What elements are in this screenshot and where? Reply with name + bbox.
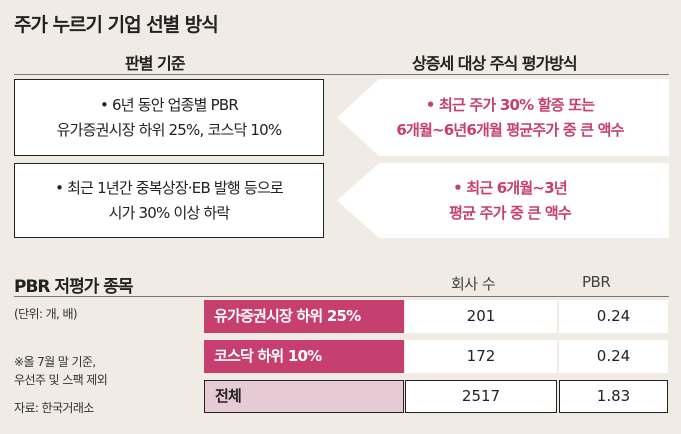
criteria-box-2: • 최근 1년간 중복상장·EB 발행 등으로 시가 30% 이상 하락: [14, 163, 324, 238]
valuation-arrow-2: • 최근 6개월~3년 평균 주가 중 큰 액수: [337, 163, 669, 238]
table-rule: [14, 296, 669, 297]
criteria-line: 유가증권시장 하위 25%, 코스닥 10%: [56, 120, 283, 139]
note-line: 우선주 및 스팩 제외: [14, 373, 108, 387]
row-label: 코스닥 하위 10%: [204, 340, 404, 373]
valuation-line: • 최근 6개월~3년: [453, 178, 567, 197]
criteria-line: 시가 30% 이상 하락: [108, 203, 231, 222]
note-line: ※올 7월 말 기준,: [14, 355, 96, 369]
col-header-count: 회사 수: [451, 275, 496, 293]
criteria-line: • 6년 동안 업종별 PBR: [99, 95, 239, 114]
arrow-shape: [337, 163, 669, 238]
row-pbr: 0.24: [559, 340, 668, 373]
table-title: PBR 저평가 종목: [14, 277, 134, 297]
row-count: 172: [405, 340, 557, 373]
valuation-line: • 최근 주가 30% 할증 또는: [425, 95, 595, 114]
criteria-line: • 최근 1년간 중복상장·EB 발행 등으로: [55, 178, 284, 197]
row-pbr: 0.24: [559, 300, 668, 333]
arrow-shape: [337, 79, 669, 156]
source-label: 자료: 한국거래소: [14, 401, 94, 415]
row-label: 전체: [204, 380, 404, 413]
valuation-arrow-1: • 최근 주가 30% 할증 또는 6개월~6년6개월 평균주가 중 큰 액수: [337, 79, 669, 156]
page-title: 주가 누르기 기업 선별 방식: [14, 14, 219, 36]
criteria-box-1: • 6년 동안 업종별 PBR 유가증권시장 하위 25%, 코스닥 10%: [14, 79, 324, 156]
valuation-line: 평균 주가 중 큰 액수: [449, 203, 572, 222]
criteria-header: 판별 기준: [125, 54, 185, 73]
row-label: 유가증권시장 하위 25%: [204, 300, 404, 333]
unit-label: (단위: 개, 배): [14, 307, 78, 321]
row-pbr: 1.83: [559, 380, 668, 413]
valuation-line: 6개월~6년6개월 평균주가 중 큰 액수: [396, 120, 624, 139]
header-rule: [14, 74, 669, 75]
row-count: 2517: [405, 380, 557, 413]
row-count: 201: [405, 300, 557, 333]
valuation-header: 상증세 대상 주식 평가방식: [412, 54, 578, 73]
col-header-pbr: PBR: [582, 273, 611, 291]
